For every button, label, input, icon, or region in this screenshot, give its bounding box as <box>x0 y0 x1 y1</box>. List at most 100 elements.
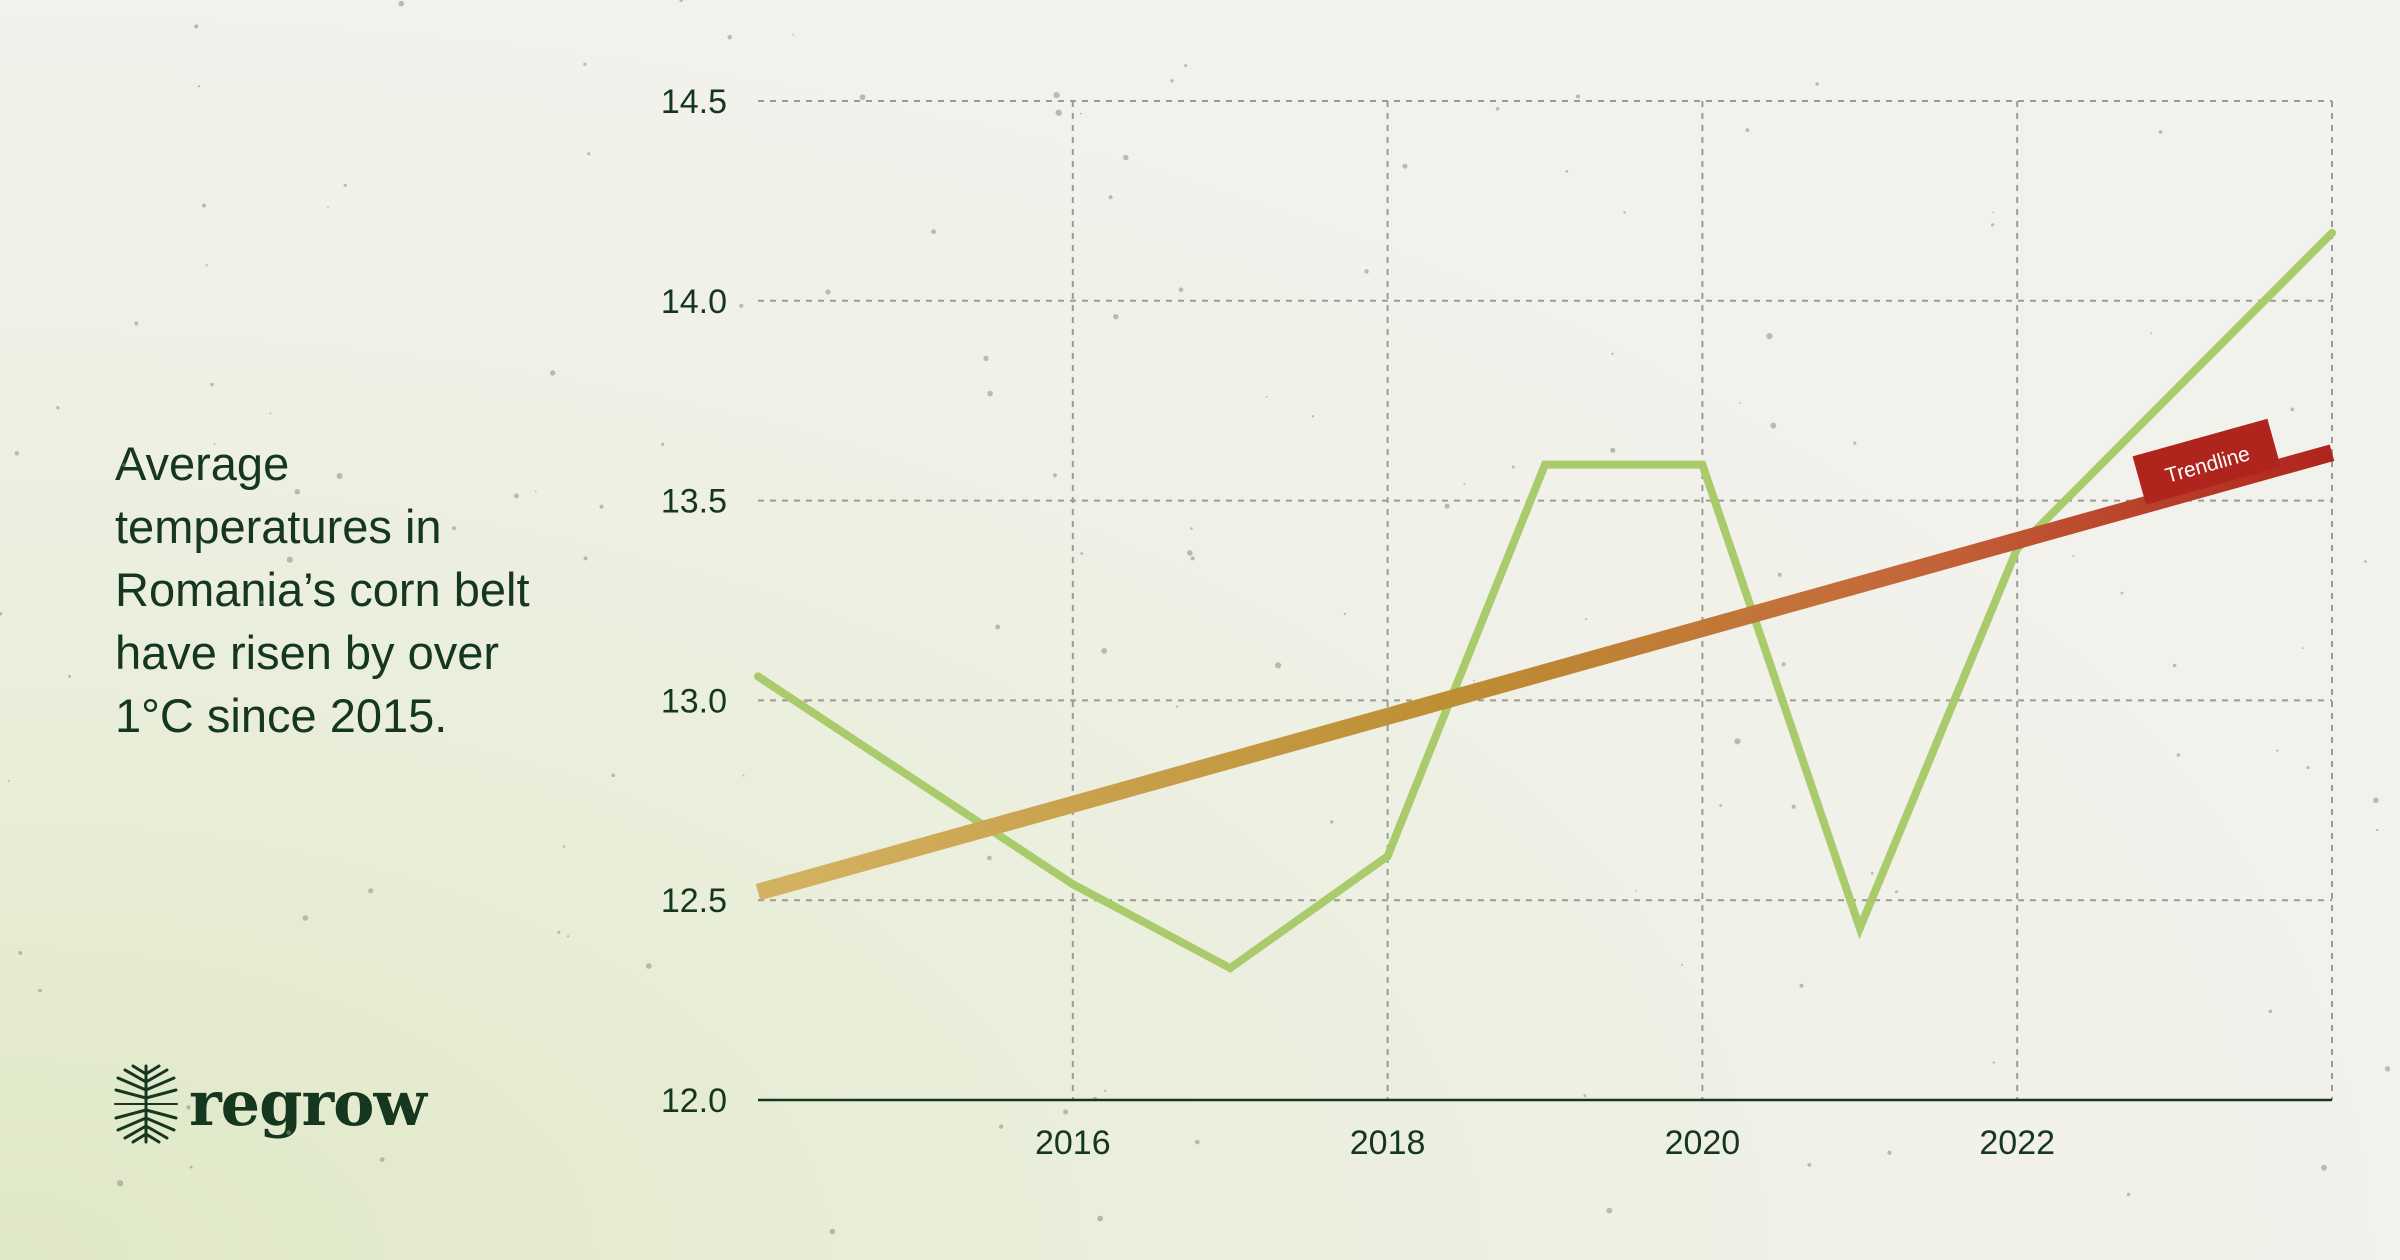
tree-roots-icon <box>114 1064 178 1144</box>
texture-speck <box>134 321 139 326</box>
headline: Average temperatures in Romania’s corn b… <box>115 437 530 742</box>
texture-speck <box>0 611 3 616</box>
data-point <box>1698 460 1707 469</box>
texture-speck <box>1104 1089 1107 1092</box>
texture-speck <box>210 382 214 387</box>
texture-speck <box>1101 648 1108 654</box>
texture-speck <box>1745 128 1750 133</box>
texture-speck <box>1343 612 1347 616</box>
y-tick-label: 12.0 <box>661 1082 727 1120</box>
y-tick-label: 13.5 <box>661 483 727 521</box>
texture-speck <box>1367 1150 1370 1152</box>
texture-speck <box>1815 82 1819 86</box>
texture-speck <box>1108 195 1113 200</box>
texture-speck <box>1402 163 1408 169</box>
texture-speck <box>2301 647 2304 650</box>
texture-speck <box>1853 441 1857 445</box>
texture-speck <box>1495 107 1500 111</box>
texture-speck <box>117 1180 124 1187</box>
x-tick-label: 2018 <box>1350 1124 1426 1162</box>
texture-speck <box>1635 890 1637 892</box>
texture-speck <box>2120 591 2124 595</box>
texture-speck <box>380 1157 385 1162</box>
texture-speck <box>1623 211 1626 214</box>
y-tick-label: 14.5 <box>661 83 727 121</box>
texture-speck <box>739 303 744 308</box>
x-tick-label: 2020 <box>1665 1124 1741 1162</box>
texture-speck <box>645 963 652 969</box>
texture-speck <box>1681 963 1683 966</box>
texture-speck <box>1565 170 1569 173</box>
temperature-series-line <box>755 230 2335 973</box>
texture-speck <box>1991 223 1995 227</box>
texture-speck <box>2373 797 2379 804</box>
texture-speck <box>998 1124 1004 1129</box>
texture-speck <box>859 94 866 101</box>
texture-speck <box>987 390 993 397</box>
texture-speck <box>1887 1150 1892 1155</box>
texture-speck <box>1611 352 1614 355</box>
texture-speck <box>995 624 1001 630</box>
texture-speck <box>829 1228 836 1235</box>
texture-speck <box>2150 332 2152 335</box>
data-point <box>1541 460 1549 469</box>
texture-speck <box>1265 395 1268 398</box>
trendline <box>755 444 2335 901</box>
texture-speck <box>2290 407 2295 412</box>
texture-speck <box>398 0 405 7</box>
texture-speck <box>2306 766 2310 770</box>
texture-speck <box>1170 79 1174 83</box>
texture-speck <box>1770 422 1777 429</box>
data-point <box>1855 924 1864 933</box>
trendline-label-background <box>2132 418 2281 505</box>
texture-speck <box>2376 828 2379 832</box>
texture-speck <box>451 526 456 531</box>
texture-speck <box>825 289 831 295</box>
texture-speck <box>1184 64 1188 68</box>
texture-speck <box>302 915 309 921</box>
texture-speck <box>259 600 264 605</box>
texture-speck <box>2276 749 2279 752</box>
texture-speck <box>1190 556 1195 561</box>
texture-speck <box>1364 269 1369 274</box>
texture-speck <box>189 1165 193 1169</box>
texture-speck <box>514 493 519 499</box>
texture-speck <box>1275 662 1282 669</box>
y-tick-label: 12.5 <box>661 882 727 920</box>
texture-speck <box>56 406 60 410</box>
texture-speck <box>336 473 343 479</box>
texture-speck <box>534 490 537 493</box>
texture-speck <box>7 779 10 782</box>
texture-speck <box>194 24 199 29</box>
texture-speck <box>1511 465 1515 469</box>
texture-speck <box>1123 154 1129 161</box>
texture-speck <box>1807 1163 1812 1167</box>
texture-speck <box>2072 554 2075 557</box>
texture-speck <box>343 183 347 187</box>
texture-speck <box>1585 618 1588 621</box>
texture-speck <box>1992 211 1995 214</box>
texture-speck <box>1187 550 1193 556</box>
texture-speck <box>2364 560 2367 563</box>
data-point <box>754 672 762 681</box>
texture-speck <box>1777 572 1782 577</box>
texture-speck <box>1610 447 1616 453</box>
x-tick-label: 2016 <box>1035 1124 1111 1162</box>
texture-speck <box>1080 112 1082 115</box>
regrow-logo[interactable]: regrow <box>113 1062 427 1146</box>
texture-speck <box>1055 109 1062 116</box>
texture-speck <box>269 412 272 415</box>
data-points <box>754 228 2336 973</box>
texture-speck <box>1583 1094 1587 1098</box>
texture-speck <box>987 855 992 861</box>
x-tick-label: 2022 <box>1979 1124 2055 1162</box>
texture-speck <box>2384 1066 2391 1072</box>
y-tick-label: 14.0 <box>661 283 727 321</box>
texture-speck <box>567 935 570 938</box>
texture-speck <box>1719 804 1723 807</box>
texture-speck <box>1330 820 1334 824</box>
texture-speck <box>1444 503 1450 509</box>
texture-speck <box>1799 983 1804 988</box>
texture-speck <box>1766 333 1773 340</box>
